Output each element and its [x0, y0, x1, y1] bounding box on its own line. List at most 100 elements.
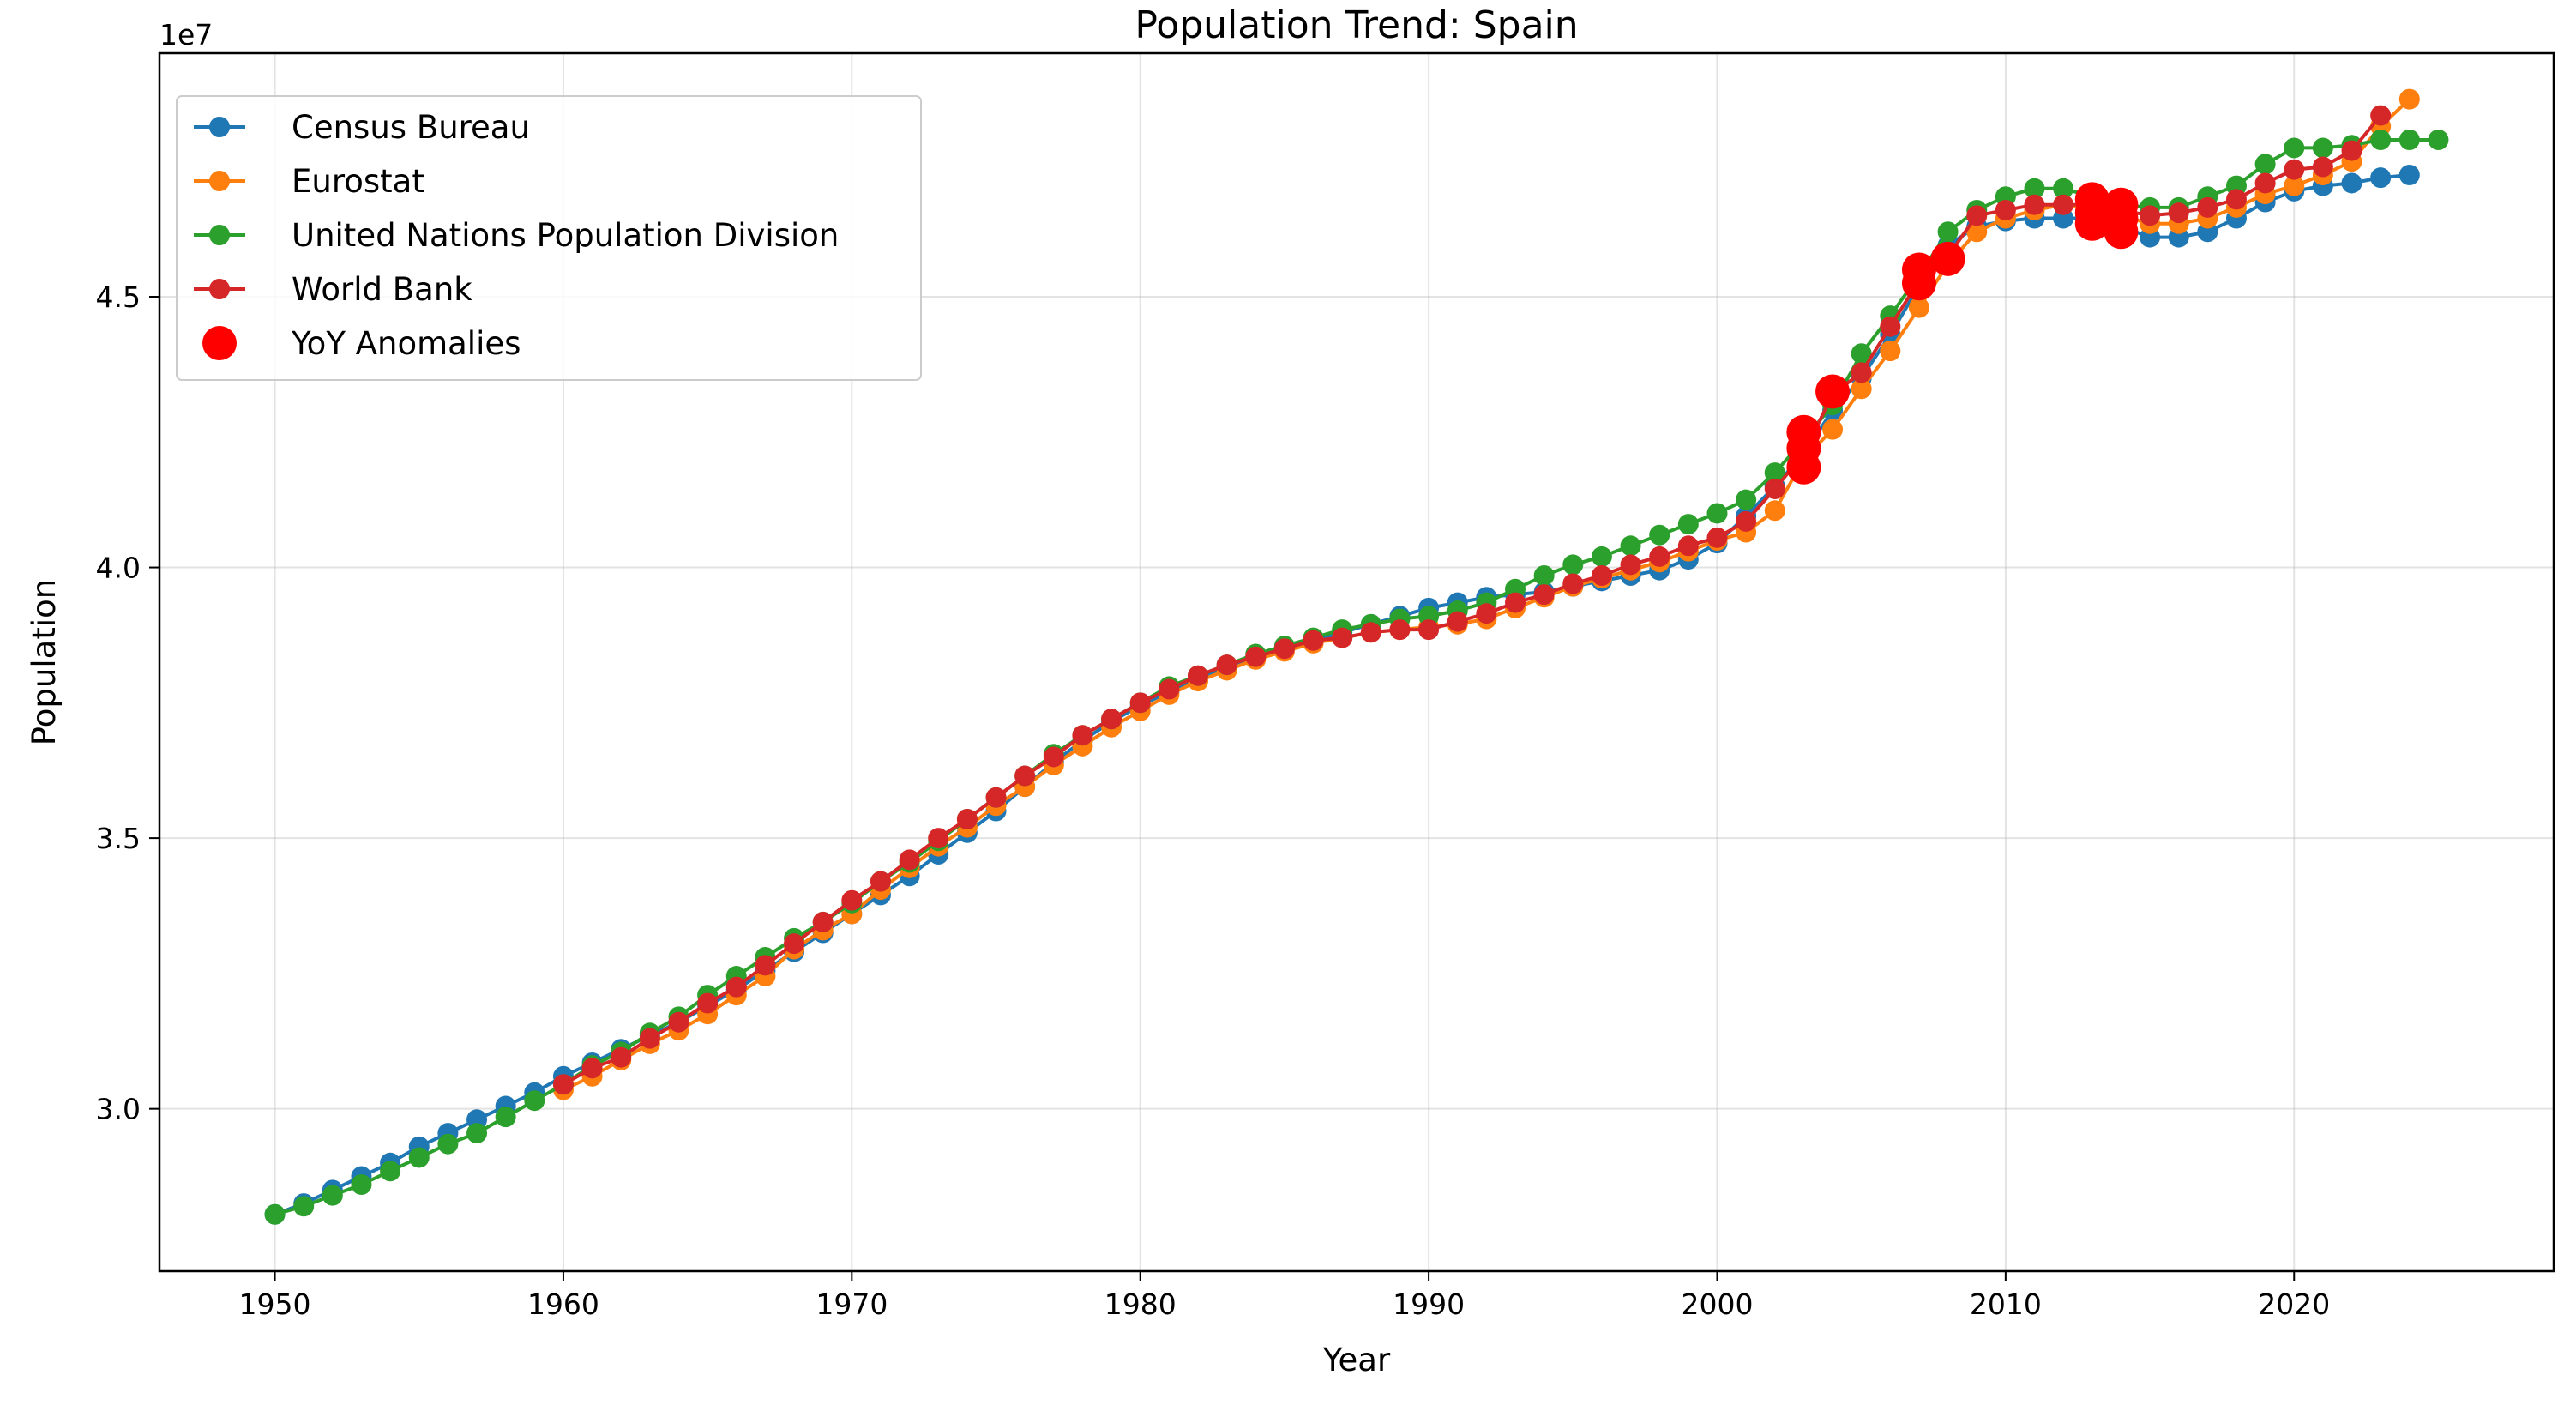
- data-point: [1216, 654, 1237, 676]
- data-point: [1014, 765, 1036, 787]
- data-point: [1332, 627, 1353, 648]
- legend: Census Bureau Eurostat United Nations Popu…: [176, 95, 922, 381]
- data-point: [1706, 503, 1728, 524]
- data-point: [1851, 378, 1872, 400]
- data-point: [1159, 678, 1180, 700]
- data-point: [1533, 565, 1555, 587]
- x-tick-label: 1970: [816, 1287, 888, 1321]
- data-point: [524, 1090, 545, 1112]
- data-point: [1822, 419, 1844, 440]
- anomaly-layer: [1786, 182, 2139, 485]
- data-point: [2428, 129, 2449, 150]
- data-point: [928, 828, 949, 849]
- y-axis-title: Population: [26, 579, 63, 745]
- legend-frame: [176, 95, 922, 381]
- data-point: [2370, 167, 2392, 189]
- legend-item: Eurostat: [194, 163, 424, 200]
- legend-label: Census Bureau: [292, 109, 530, 146]
- data-point: [1851, 343, 1872, 365]
- x-tick-label: 1980: [1104, 1287, 1177, 1321]
- data-point: [611, 1046, 632, 1068]
- data-point: [1505, 592, 1526, 613]
- data-point: [2341, 172, 2362, 194]
- data-point: [639, 1028, 660, 1049]
- data-point: [2254, 172, 2276, 194]
- data-point: [2053, 194, 2074, 215]
- data-point: [380, 1161, 401, 1182]
- legend-marker-swatch: [202, 326, 237, 360]
- data-point: [495, 1107, 516, 1128]
- data-point: [899, 849, 920, 871]
- data-point: [2398, 129, 2420, 150]
- axis-ticks: 1950 1960 1970 1980 1990 2000 2010 2020 3.0 3.5 4.…: [96, 280, 2331, 1321]
- data-point: [784, 933, 805, 955]
- data-point: [2312, 137, 2333, 159]
- data-point: [1966, 205, 1988, 226]
- data-point: [1764, 462, 1785, 484]
- data-point: [322, 1185, 343, 1206]
- data-point: [1908, 297, 1929, 318]
- data-point: [1533, 584, 1555, 606]
- plot-area-frame: [158, 51, 2555, 1273]
- data-point: [1677, 535, 1699, 557]
- data-point: [1447, 611, 1468, 632]
- data-point: [1649, 546, 1670, 567]
- data-point: [1591, 546, 1612, 567]
- data-point: [1764, 500, 1785, 522]
- data-point: [725, 976, 747, 998]
- data-point: [1303, 630, 1324, 651]
- y-tick-label: 4.0: [96, 552, 141, 585]
- legend-items: Census Bureau Eurostat United Nations Popu…: [194, 109, 839, 362]
- legend-label: YoY Anomalies: [291, 325, 521, 362]
- x-tick-label: 1990: [1393, 1287, 1465, 1321]
- legend-item: YoY Anomalies: [202, 325, 521, 362]
- data-point: [2254, 154, 2276, 175]
- data-point: [2225, 189, 2247, 210]
- chart-title: Population Trend: Spain: [1135, 3, 1578, 47]
- data-point: [1995, 200, 2016, 221]
- data-point: [1880, 316, 1901, 337]
- data-point: [985, 787, 1007, 808]
- data-point: [1101, 709, 1122, 730]
- data-point: [1591, 565, 1612, 587]
- data-point: [1043, 746, 1064, 768]
- anomaly-point: [1815, 374, 1851, 409]
- data-point: [668, 1011, 689, 1033]
- data-point: [1476, 603, 1497, 624]
- data-point: [1649, 524, 1670, 546]
- data-point: [956, 809, 978, 830]
- data-point: [1620, 535, 1641, 557]
- data-point: [812, 911, 834, 932]
- data-point: [870, 871, 891, 892]
- y-tick-label: 3.0: [96, 1093, 141, 1126]
- data-point: [1129, 692, 1151, 714]
- legend-item: United Nations Population Division: [194, 217, 839, 254]
- data-point: [1937, 221, 1959, 243]
- data-point: [1187, 665, 1208, 686]
- data-point: [2140, 205, 2161, 226]
- data-point: [1851, 362, 1872, 383]
- data-point: [1736, 489, 1757, 510]
- data-point: [1245, 646, 1267, 667]
- data-point: [2398, 165, 2420, 185]
- legend-marker-swatch: [209, 279, 230, 299]
- data-point: [1072, 725, 1093, 746]
- legend-marker-swatch: [209, 171, 230, 191]
- legend-label: World Bank: [292, 271, 472, 308]
- data-point: [2341, 140, 2362, 161]
- data-point: [2370, 105, 2392, 126]
- data-point: [697, 992, 719, 1014]
- anomaly-point: [2104, 214, 2139, 250]
- data-point: [293, 1196, 315, 1217]
- y-tick-label: 3.5: [96, 822, 141, 855]
- legend-marker-swatch: [209, 225, 230, 245]
- data-point: [2168, 202, 2189, 224]
- data-point: [1389, 619, 1411, 641]
- x-axis-title: Year: [1322, 1342, 1391, 1378]
- y-axis-offset-label: 1e7: [159, 18, 213, 51]
- data-point: [264, 1203, 286, 1225]
- data-point: [2398, 88, 2420, 110]
- data-point: [1880, 341, 1901, 362]
- legend-label: United Nations Population Division: [292, 217, 839, 254]
